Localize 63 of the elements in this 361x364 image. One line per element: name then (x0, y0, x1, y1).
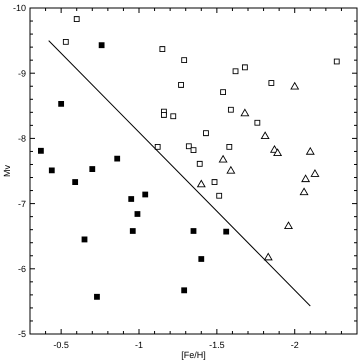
point (142, 192, 148, 198)
point (98, 42, 105, 48)
point (72, 179, 78, 185)
point (203, 130, 209, 136)
point (260, 132, 270, 140)
point (226, 166, 236, 174)
y-tick-label: -6 (18, 264, 26, 274)
point (128, 196, 134, 202)
point (62, 39, 69, 45)
point (197, 180, 206, 188)
point (226, 144, 232, 150)
point (212, 179, 218, 185)
y-tick-label: -5 (18, 329, 26, 340)
point (254, 120, 260, 126)
point (218, 155, 228, 163)
point (94, 294, 100, 300)
y-tick-label: -9 (18, 68, 26, 78)
point (242, 64, 248, 70)
y-tick-label: -10 (12, 3, 26, 14)
point (48, 167, 55, 174)
x-tick-label: -0.5 (53, 340, 69, 350)
point (134, 211, 140, 217)
point (220, 89, 226, 96)
point (232, 68, 238, 74)
point (223, 228, 230, 235)
y-tick-label: -8 (18, 134, 26, 144)
point (154, 144, 161, 150)
x-tick-label: -1 (134, 340, 144, 350)
point (181, 57, 188, 64)
point (310, 170, 320, 177)
x-axis-title: [Fe/H] (181, 350, 206, 360)
point (114, 156, 120, 162)
point (228, 106, 234, 113)
point (159, 46, 166, 52)
point (82, 236, 88, 242)
point (74, 16, 80, 22)
point (300, 188, 308, 196)
point (89, 166, 96, 172)
point (301, 174, 310, 182)
y-tick-label: -7 (18, 198, 26, 209)
x-tick-label: -1.5 (209, 340, 225, 350)
point (334, 58, 340, 64)
y-axis-title: Mv (2, 164, 12, 177)
point (264, 252, 272, 260)
point (216, 192, 222, 199)
point (284, 222, 293, 230)
point (290, 82, 299, 90)
point (190, 147, 196, 154)
point (196, 160, 203, 167)
point (198, 256, 204, 262)
point (273, 148, 282, 156)
point (161, 112, 167, 118)
point (240, 108, 250, 116)
point (178, 82, 184, 88)
point (130, 228, 136, 234)
point (268, 80, 274, 86)
point (190, 228, 196, 234)
point (38, 148, 44, 154)
x-tick-label: -2 (290, 340, 299, 350)
point (306, 147, 314, 155)
point (170, 113, 176, 120)
point (181, 287, 188, 294)
point (58, 100, 64, 107)
